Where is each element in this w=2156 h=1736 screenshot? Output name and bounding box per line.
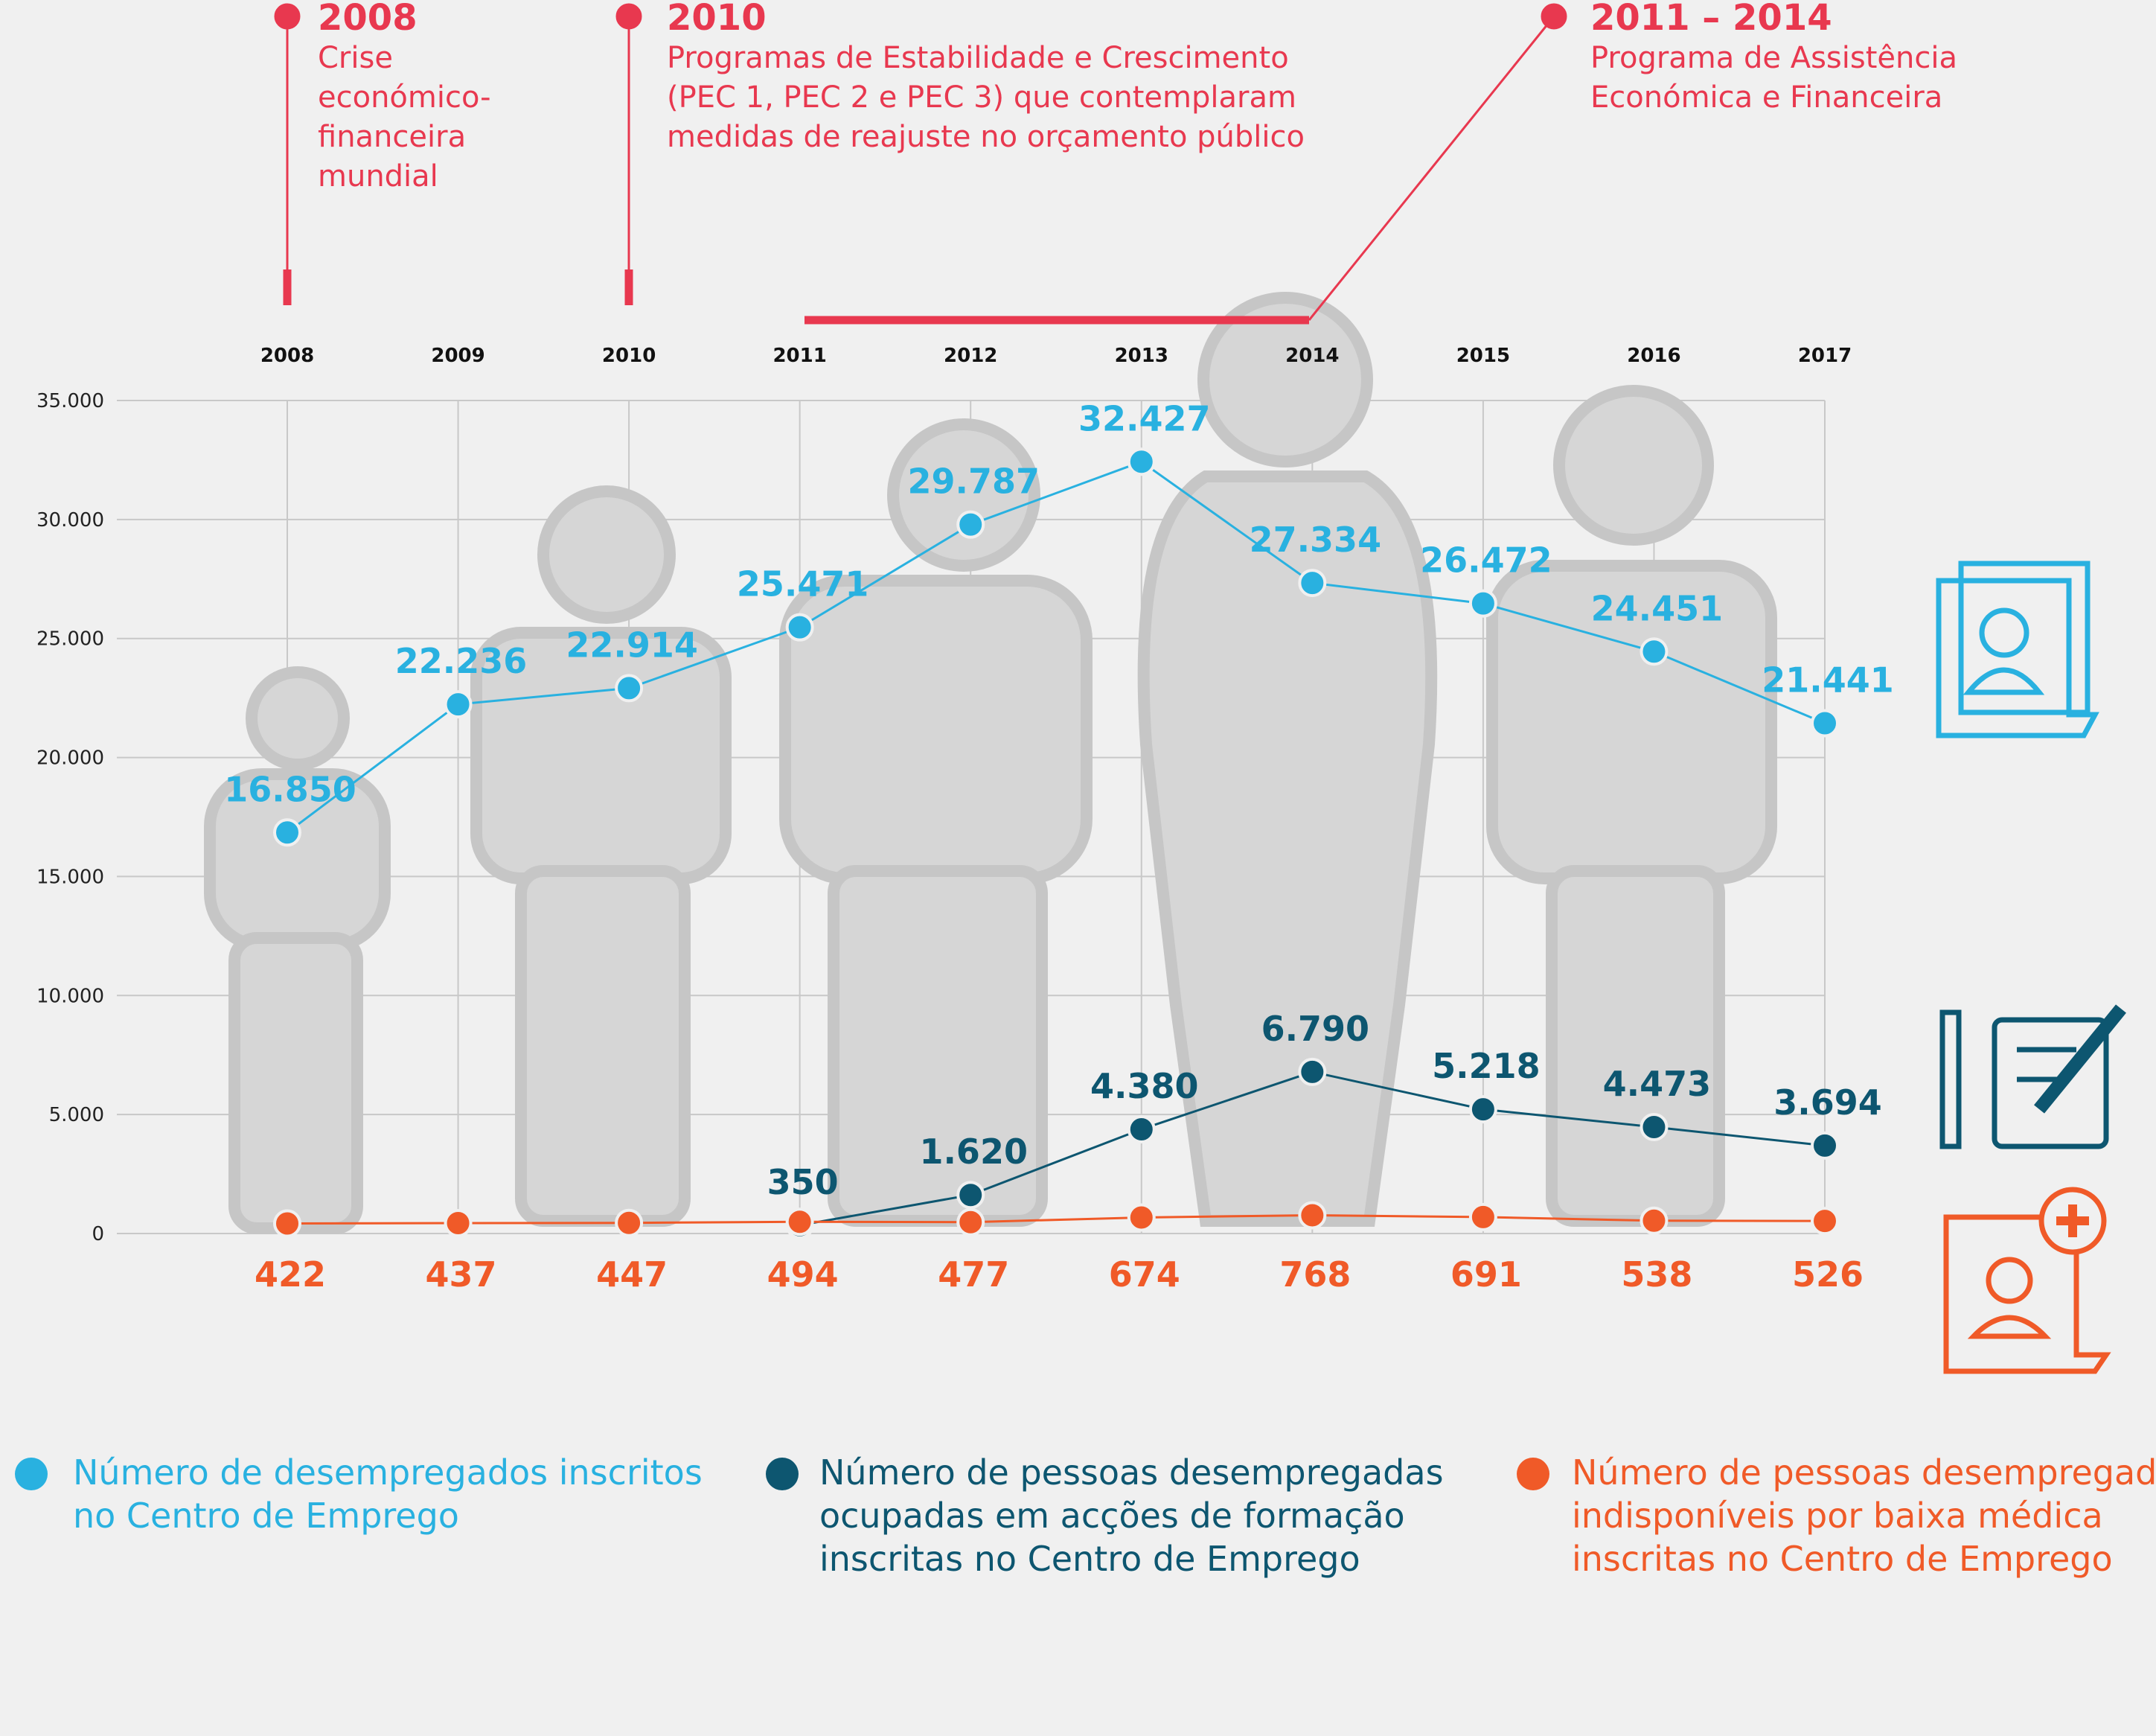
data-point	[1471, 591, 1496, 616]
x-tick-label: 2012	[944, 345, 997, 367]
icon-unemployed	[1939, 564, 2095, 735]
data-point	[787, 615, 813, 640]
data-label: 6.790	[1261, 1009, 1370, 1049]
data-label: 22.914	[566, 625, 698, 665]
data-point	[958, 1210, 983, 1235]
y-tick-label: 0	[92, 1223, 104, 1245]
annotation-year: 2010	[667, 0, 767, 36]
data-label: 27.334	[1250, 520, 1382, 560]
data-label: 422	[255, 1254, 326, 1295]
data-label: 3.694	[1773, 1082, 1882, 1123]
data-point	[1129, 1204, 1154, 1230]
annotation-text: Programas de Estabilidade e Crescimento …	[667, 39, 1337, 157]
data-label: 437	[426, 1254, 497, 1295]
silhouettes	[210, 298, 1771, 1228]
x-tick-label: 2017	[1798, 345, 1852, 367]
x-tick-label: 2016	[1627, 345, 1680, 367]
data-label: 1.620	[919, 1132, 1028, 1172]
data-label: 16.850	[224, 769, 356, 809]
data-point	[1299, 1202, 1325, 1228]
data-label: 494	[767, 1254, 839, 1295]
annotation-year: 2008	[318, 0, 418, 36]
data-point	[1299, 570, 1325, 596]
y-tick-label: 5.000	[49, 1104, 104, 1126]
icon-medical	[1946, 1190, 2106, 1371]
legend-entry: Número de desempregados inscritos no Cen…	[73, 1451, 743, 1537]
y-tick-label: 20.000	[36, 747, 104, 770]
data-point	[1641, 1114, 1666, 1140]
timeline-marker	[616, 4, 642, 29]
data-label: 22.236	[395, 641, 528, 681]
data-point	[1129, 1117, 1154, 1142]
data-label: 32.427	[1078, 398, 1211, 438]
data-point	[275, 820, 300, 845]
data-label: 26.472	[1420, 540, 1552, 581]
data-point	[446, 692, 471, 717]
data-point	[958, 512, 983, 537]
data-label: 526	[1792, 1254, 1864, 1295]
x-tick-label: 2010	[602, 345, 656, 367]
data-point	[958, 1182, 983, 1207]
data-point	[1812, 1133, 1837, 1158]
data-label: 4.473	[1603, 1064, 1712, 1104]
legend-marker	[766, 1458, 799, 1490]
data-point	[1641, 1208, 1666, 1234]
data-label: 4.380	[1090, 1066, 1199, 1106]
data-label: 350	[767, 1162, 839, 1202]
y-tick-label: 35.000	[36, 390, 104, 412]
data-label: 29.787	[907, 462, 1040, 502]
timeline-line	[1309, 16, 1554, 320]
y-tick-label: 25.000	[36, 628, 104, 651]
data-label: 21.441	[1762, 660, 1894, 701]
data-point	[1299, 1059, 1325, 1085]
data-label: 24.451	[1591, 588, 1724, 628]
legend-entry: Número de pessoas desempregadas ocupadas…	[819, 1451, 1489, 1580]
timeline-marker	[275, 4, 300, 29]
x-tick-label: 2009	[431, 345, 484, 367]
x-tick-label: 2011	[772, 345, 826, 367]
x-tick-label: 2015	[1456, 345, 1510, 367]
legend-marker	[15, 1458, 48, 1490]
x-tick-label: 2013	[1115, 345, 1168, 367]
x-tick-label: 2008	[260, 345, 314, 367]
legend-entry: Número de pessoas desempregadas indispon…	[1572, 1451, 2156, 1580]
data-point	[787, 1209, 813, 1234]
data-label: 674	[1109, 1254, 1180, 1295]
x-tick-label: 2014	[1285, 345, 1339, 367]
data-label: 447	[596, 1254, 668, 1295]
data-point	[275, 1211, 300, 1236]
timeline-marker	[1541, 4, 1567, 29]
y-tick-label: 30.000	[36, 509, 104, 532]
data-point	[1129, 449, 1154, 474]
legend-marker	[1517, 1458, 1549, 1490]
data-point	[616, 675, 642, 701]
icon-training	[1942, 1009, 2121, 1146]
data-label: 5.218	[1432, 1046, 1541, 1086]
data-label: 768	[1279, 1254, 1351, 1295]
annotation-text: Crise económico-financeira mundial	[318, 39, 534, 197]
data-point	[1641, 639, 1666, 664]
data-point	[446, 1210, 471, 1236]
page: 0 5.000 10.000 15.000 20.000 25.000 30.000 35.0…	[0, 0, 2156, 1736]
data-label: 691	[1450, 1254, 1522, 1295]
y-tick-label: 15.000	[36, 866, 104, 888]
annotation-year: 2011 – 2014	[1590, 0, 1832, 36]
data-point	[1471, 1097, 1496, 1122]
annotation-text: Programa de Assistência Económica e Fina…	[1590, 39, 2007, 118]
data-point	[616, 1210, 642, 1236]
y-tick-label: 10.000	[36, 985, 104, 1007]
data-label: 477	[938, 1254, 1009, 1295]
data-point	[1471, 1204, 1496, 1230]
data-point	[1812, 711, 1837, 736]
data-point	[1812, 1208, 1837, 1234]
data-label: 538	[1621, 1254, 1692, 1295]
data-label: 25.471	[737, 564, 869, 604]
